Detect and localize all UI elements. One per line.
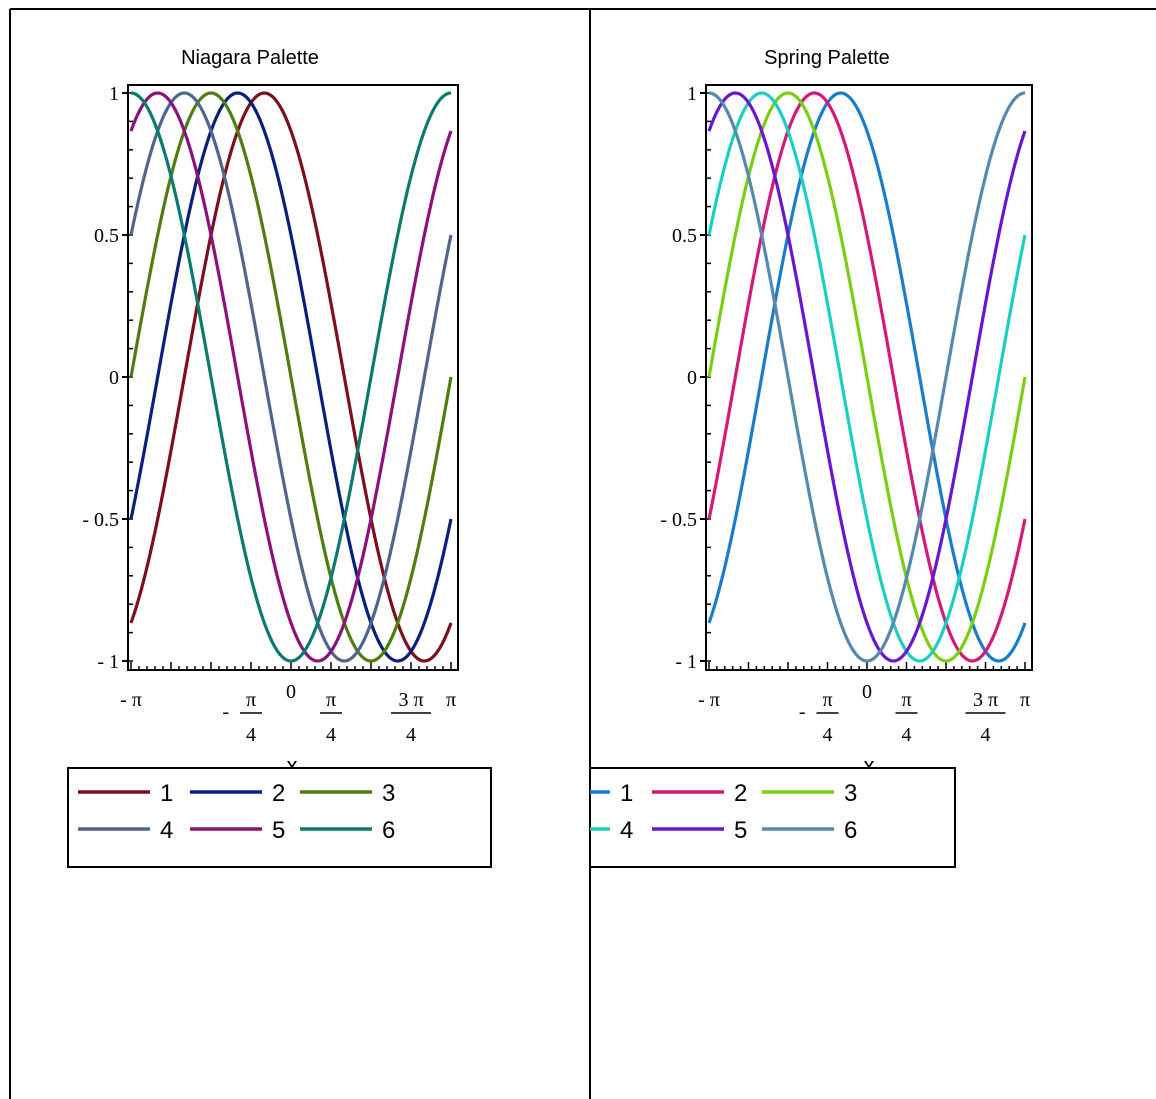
x-tick-denominator: 4 — [326, 724, 336, 746]
y-tick-label: 0 — [109, 367, 119, 389]
y-tick-label: - 1 — [675, 651, 697, 673]
series-line-3 — [707, 91, 1027, 663]
x-tick-label: -π 4 — [222, 689, 262, 746]
x-tick-denominator: 4 — [902, 724, 912, 746]
x-tick-numerator: 3 π — [973, 689, 998, 711]
x-tick-denominator: 4 — [246, 724, 256, 746]
legend-label-1: 1 — [620, 780, 633, 807]
x-tick-numerator: π — [246, 689, 256, 711]
y-tick-label: 1 — [687, 83, 697, 105]
x-axis-label: x — [864, 753, 875, 778]
legend-label-2: 2 — [734, 780, 747, 807]
x-tick-sign: - — [222, 701, 229, 723]
x-tick-label: - π — [698, 689, 720, 711]
x-tick-label: - π — [120, 689, 142, 711]
y-tick-label: - 1 — [97, 651, 119, 673]
series-line-5 — [129, 91, 453, 663]
x-tick-numerator: 3 π — [398, 689, 423, 711]
x-tick-numerator: π — [901, 689, 911, 711]
legend: 1 2 3 4 5 6 — [67, 767, 492, 868]
legend-label-5: 5 — [272, 817, 285, 844]
chart-title: Niagara Palette — [181, 47, 319, 69]
chart-title: Spring Palette — [764, 47, 890, 69]
series-line-5 — [707, 91, 1027, 663]
y-tick-label: 1 — [109, 83, 119, 105]
x-axis-label: x — [287, 753, 298, 778]
legend-box — [67, 767, 492, 868]
y-tick-label: 0 — [687, 367, 697, 389]
x-tick-label: 3 π 4 — [391, 689, 432, 746]
x-tick-denominator: 4 — [406, 724, 416, 746]
series-line-6 — [708, 91, 1026, 663]
x-tick-denominator: 4 — [981, 724, 991, 746]
y-tick-label: - 0.5 — [660, 509, 697, 531]
legend-label-3: 3 — [844, 780, 857, 807]
series-line-6 — [130, 91, 452, 663]
x-tick-numerator: π — [822, 689, 832, 711]
legend-label-5: 5 — [734, 817, 747, 844]
legend-label-4: 4 — [620, 817, 633, 844]
x-tick-label: π4 — [320, 689, 343, 746]
legend-label-2: 2 — [272, 780, 285, 807]
legend: 1 2 3 4 5 6 — [589, 767, 956, 868]
legend-box — [589, 767, 956, 868]
legend-label-4: 4 — [160, 817, 173, 844]
x-tick-label: π — [446, 689, 456, 711]
y-tick-label: 0.5 — [94, 225, 119, 247]
y-tick-label: 0.5 — [672, 225, 697, 247]
x-tick-label: 0 — [862, 681, 872, 703]
legend-label-1: 1 — [160, 780, 173, 807]
x-tick-label: 3 π 4 — [965, 689, 1006, 746]
x-tick-label: -π 4 — [799, 689, 839, 746]
legend-label-6: 6 — [382, 817, 395, 844]
x-tick-label: π4 — [895, 689, 918, 746]
x-tick-denominator: 4 — [822, 724, 832, 746]
series-line-3 — [129, 91, 453, 663]
x-tick-label: 0 — [286, 681, 296, 703]
series-line-4 — [707, 91, 1027, 663]
y-tick-label: - 0.5 — [82, 509, 119, 531]
x-tick-label: π — [1020, 689, 1030, 711]
x-tick-numerator: π — [326, 689, 336, 711]
x-tick-sign: - — [799, 701, 806, 723]
legend-label-3: 3 — [382, 780, 395, 807]
series-line-4 — [129, 91, 453, 663]
legend-label-6: 6 — [844, 817, 857, 844]
